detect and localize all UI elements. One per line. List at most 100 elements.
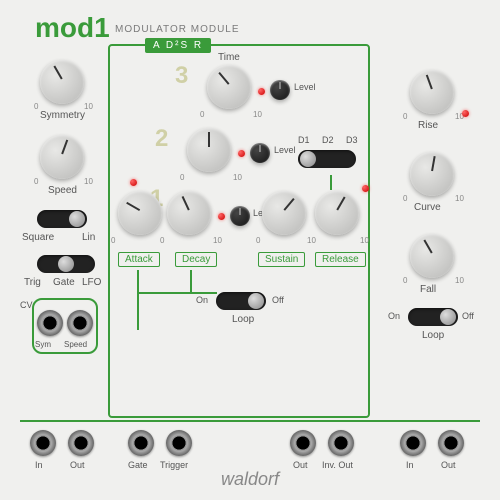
in-jack-r[interactable] bbox=[400, 430, 426, 456]
out-label-c: Out bbox=[293, 460, 308, 470]
s3r: 10 bbox=[253, 110, 262, 119]
trig-label: Trig bbox=[24, 277, 41, 288]
trigger-jack[interactable] bbox=[166, 430, 192, 456]
line-h1 bbox=[137, 292, 217, 294]
out-jack-l[interactable] bbox=[68, 430, 94, 456]
mod1-panel: mod1 MODULATOR MODULE A D²S R Symmetry 0… bbox=[0, 0, 500, 500]
num-2: 2 bbox=[155, 125, 168, 153]
trigger-jack-label: Trigger bbox=[160, 460, 188, 470]
gate-label: Gate bbox=[53, 277, 75, 288]
symmetry-knob[interactable] bbox=[40, 60, 84, 104]
level3-led bbox=[258, 88, 265, 95]
d3-label: D3 bbox=[346, 135, 358, 145]
rise-led bbox=[462, 110, 469, 117]
out-jack-c[interactable] bbox=[290, 430, 316, 456]
fall-knob[interactable] bbox=[410, 234, 454, 278]
lfo-label: LFO bbox=[82, 277, 101, 288]
center-loop-label: Loop bbox=[232, 314, 254, 325]
module-title: mod1 bbox=[35, 12, 110, 44]
rc0: 0 bbox=[403, 194, 407, 203]
s1r: 10 bbox=[213, 236, 222, 245]
right-loop-label: Loop bbox=[422, 330, 444, 341]
s3l: 0 bbox=[200, 110, 204, 119]
scale-0-b: 0 bbox=[34, 177, 38, 186]
in-label-l: In bbox=[35, 460, 43, 470]
gate-jack[interactable] bbox=[128, 430, 154, 456]
time1-knob[interactable] bbox=[167, 191, 211, 235]
level2-led bbox=[238, 150, 245, 157]
scale-10-b: 10 bbox=[84, 177, 93, 186]
module-subtitle: MODULATOR MODULE bbox=[115, 24, 240, 35]
level1-knob[interactable] bbox=[230, 206, 250, 226]
release-box: Release bbox=[315, 252, 366, 267]
level3-label: Level bbox=[294, 82, 316, 92]
line-d bbox=[330, 175, 332, 190]
rr0: 0 bbox=[403, 112, 407, 121]
time3-knob[interactable] bbox=[207, 65, 251, 109]
d-toggle[interactable] bbox=[298, 150, 356, 168]
time-label: Time bbox=[218, 52, 240, 63]
level3-knob[interactable] bbox=[270, 80, 290, 100]
level1-led bbox=[218, 213, 225, 220]
num-3: 3 bbox=[175, 62, 188, 90]
sal: 0 bbox=[111, 236, 115, 245]
sustain-knob[interactable] bbox=[262, 191, 306, 235]
level2-knob[interactable] bbox=[250, 143, 270, 163]
scale-10: 10 bbox=[84, 102, 93, 111]
curve-knob[interactable] bbox=[410, 152, 454, 196]
release-led bbox=[362, 185, 369, 192]
out-label-r: Out bbox=[441, 460, 456, 470]
ssl: 0 bbox=[256, 236, 260, 245]
attack-box: Attack bbox=[118, 252, 160, 267]
loop-on-label: On bbox=[196, 295, 208, 305]
out-jack-r[interactable] bbox=[438, 430, 464, 456]
s2l: 0 bbox=[180, 173, 184, 182]
invout-label: Inv. Out bbox=[322, 460, 353, 470]
sym-jack[interactable] bbox=[37, 310, 63, 336]
line-attack bbox=[137, 270, 139, 330]
r-on-label: On bbox=[388, 311, 400, 321]
rf1: 10 bbox=[455, 276, 464, 285]
lin-label: Lin bbox=[82, 232, 95, 243]
speed-knob[interactable] bbox=[40, 135, 84, 179]
fall-label: Fall bbox=[420, 284, 436, 295]
invout-jack[interactable] bbox=[328, 430, 354, 456]
square-label: Square bbox=[22, 232, 54, 243]
s2r: 10 bbox=[233, 173, 242, 182]
r-off-label: Off bbox=[462, 311, 474, 321]
bottom-line bbox=[20, 420, 480, 422]
in-label-r: In bbox=[406, 460, 414, 470]
brand-logo: waldorf bbox=[221, 469, 279, 490]
sustain-box: Sustain bbox=[258, 252, 305, 267]
level2-label: Level bbox=[274, 145, 296, 155]
cv-label: CV bbox=[20, 300, 33, 310]
attack-led bbox=[130, 179, 137, 186]
adsr-badge: A D²S R bbox=[145, 38, 211, 53]
in-jack-l[interactable] bbox=[30, 430, 56, 456]
scale-0: 0 bbox=[34, 102, 38, 111]
srr: 10 bbox=[360, 236, 369, 245]
right-loop-toggle[interactable] bbox=[408, 308, 458, 326]
curve-label: Curve bbox=[414, 202, 441, 213]
d2-label: D2 bbox=[322, 135, 334, 145]
center-loop-toggle[interactable] bbox=[216, 292, 266, 310]
decay-box: Decay bbox=[175, 252, 217, 267]
time2-knob[interactable] bbox=[187, 128, 231, 172]
trig-gate-lfo-toggle[interactable] bbox=[37, 255, 95, 273]
rise-knob[interactable] bbox=[410, 70, 454, 114]
symmetry-label: Symmetry bbox=[35, 110, 90, 121]
attack-knob[interactable] bbox=[118, 191, 162, 235]
speed-label: Speed bbox=[45, 185, 80, 196]
speed-jack[interactable] bbox=[67, 310, 93, 336]
d1-label: D1 bbox=[298, 135, 310, 145]
rc1: 10 bbox=[455, 194, 464, 203]
release-knob[interactable] bbox=[315, 191, 359, 235]
sym-jack-label: Sym bbox=[35, 340, 51, 349]
gate-jack-label: Gate bbox=[128, 460, 148, 470]
speed-jack-label: Speed bbox=[64, 340, 87, 349]
square-lin-toggle[interactable] bbox=[37, 210, 87, 228]
loop-off-label: Off bbox=[272, 295, 284, 305]
out-label-l: Out bbox=[70, 460, 85, 470]
rf0: 0 bbox=[403, 276, 407, 285]
rise-label: Rise bbox=[418, 120, 438, 131]
